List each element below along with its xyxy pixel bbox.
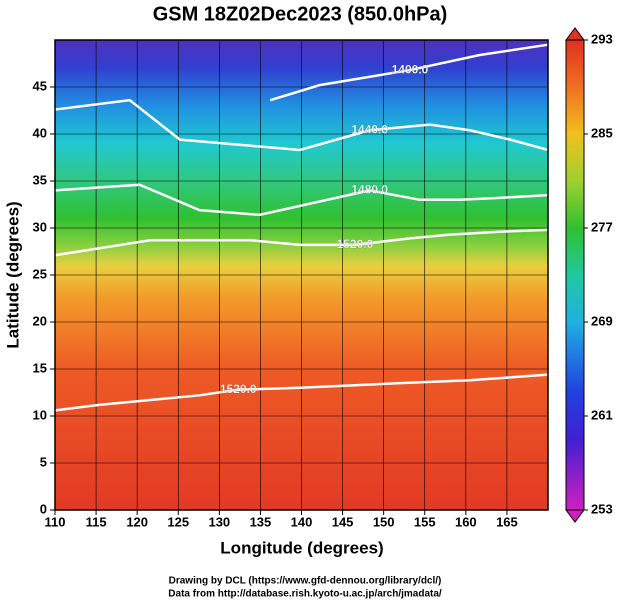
colorbar [565,39,585,511]
contour-label: 1440.0 [351,122,388,136]
colorbar-tick-label: 261 [591,407,613,422]
contour-line [54,228,549,257]
colorbar-tick-label: 253 [591,501,613,516]
x-tick-label: 110 [45,514,66,529]
colorbar-max-arrow [565,27,585,41]
x-tick-label: 145 [332,514,354,529]
colorbar-tick-label: 293 [591,31,613,46]
y-tick-label: 15 [33,360,47,375]
x-tick-label: 155 [414,514,436,529]
contour-label: 1400.0 [392,62,429,76]
credit: Data from http://database.rish.kyoto-u.a… [168,589,442,600]
colorbar-tick-label: 269 [591,313,613,328]
contour-label: 1480.0 [351,183,388,197]
x-tick-label: 130 [208,514,230,529]
chart-title: GSM 18Z02Dec2023 (850.0hPa) [153,3,448,25]
x-axis-label: Longitude (degrees) [220,538,383,557]
x-tick-label: 125 [167,514,189,529]
x-tick-label: 165 [496,514,518,529]
contour-line [54,183,549,217]
y-axis-label: Latitude (degrees) [3,201,22,348]
colorbar-tick-label: 285 [591,125,613,140]
contour-line [54,373,549,412]
colorbar-min-arrow [565,509,585,523]
x-tick-label: 135 [250,514,272,529]
y-tick-label: 45 [33,78,47,93]
y-tick-label: 20 [33,313,47,328]
contour-line [269,43,549,102]
y-tick-label: 10 [33,407,47,422]
y-tick-label: 0 [40,501,47,516]
y-tick-label: 35 [33,172,47,187]
x-tick-label: 140 [291,514,313,529]
contour-label: 1520.0 [220,382,257,396]
x-tick-label: 160 [455,514,477,529]
x-tick-label: 120 [126,514,148,529]
y-tick-label: 30 [33,219,47,234]
x-tick-label: 150 [373,514,395,529]
y-tick-label: 5 [40,454,47,469]
credit: Drawing by DCL (https://www.gfd-dennou.o… [169,576,442,587]
colorbar-tick-label: 277 [591,219,613,234]
y-tick-label: 25 [33,266,47,281]
plot-frame [54,39,549,511]
contour-label: 1520.0 [337,237,374,251]
contour-line [54,98,549,152]
y-tick-label: 40 [33,125,47,140]
x-tick-label: 115 [86,514,107,529]
